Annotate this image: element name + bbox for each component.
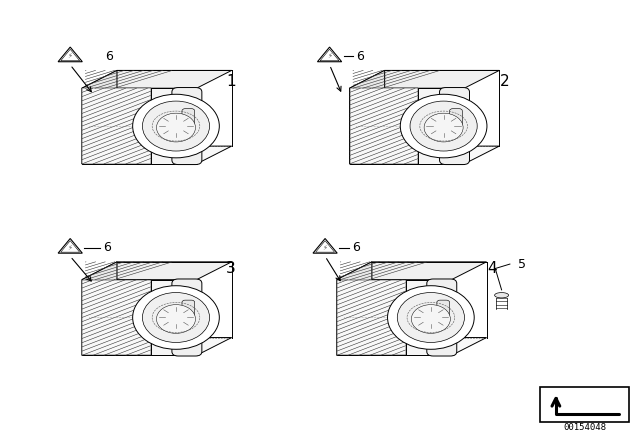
Ellipse shape (406, 295, 414, 306)
Ellipse shape (161, 101, 168, 109)
Text: 6: 6 (356, 50, 364, 63)
Polygon shape (82, 88, 196, 164)
Polygon shape (337, 280, 452, 355)
FancyBboxPatch shape (427, 279, 457, 356)
Polygon shape (82, 280, 196, 355)
Ellipse shape (143, 293, 209, 342)
Polygon shape (337, 337, 486, 355)
Polygon shape (337, 262, 372, 355)
Text: ⚡: ⚡ (323, 245, 328, 251)
Text: 1: 1 (226, 74, 236, 89)
Polygon shape (349, 70, 499, 88)
Ellipse shape (132, 94, 220, 158)
Polygon shape (151, 88, 196, 164)
FancyBboxPatch shape (440, 87, 470, 164)
Polygon shape (82, 262, 232, 280)
Polygon shape (82, 337, 232, 355)
Text: ⚡: ⚡ (68, 245, 73, 251)
Ellipse shape (424, 113, 463, 142)
Text: 3: 3 (226, 261, 236, 276)
Polygon shape (151, 280, 196, 355)
Text: 6: 6 (103, 241, 111, 254)
Ellipse shape (132, 286, 220, 349)
Ellipse shape (157, 305, 195, 333)
Polygon shape (349, 88, 464, 164)
Ellipse shape (151, 295, 159, 306)
FancyBboxPatch shape (172, 279, 202, 356)
Ellipse shape (419, 104, 427, 115)
Polygon shape (337, 262, 486, 280)
Polygon shape (82, 70, 117, 164)
FancyBboxPatch shape (437, 300, 449, 320)
Ellipse shape (388, 286, 474, 349)
Polygon shape (82, 280, 151, 355)
Polygon shape (349, 146, 499, 164)
Text: 4: 4 (487, 261, 497, 276)
Text: 6: 6 (105, 50, 113, 63)
Ellipse shape (151, 104, 159, 115)
Polygon shape (82, 88, 151, 164)
Text: 5: 5 (518, 258, 525, 271)
Polygon shape (337, 280, 406, 355)
Ellipse shape (157, 113, 195, 142)
Polygon shape (419, 88, 464, 164)
FancyBboxPatch shape (182, 109, 195, 128)
Polygon shape (349, 70, 385, 164)
Bar (540, 387, 629, 422)
Text: ⚡: ⚡ (68, 53, 73, 59)
Ellipse shape (416, 292, 422, 301)
Ellipse shape (410, 101, 477, 151)
FancyBboxPatch shape (182, 300, 195, 320)
Polygon shape (82, 70, 232, 88)
FancyBboxPatch shape (450, 109, 462, 128)
Polygon shape (317, 47, 342, 62)
FancyBboxPatch shape (172, 87, 202, 164)
Ellipse shape (397, 293, 465, 342)
Ellipse shape (400, 94, 487, 158)
Text: 00154048: 00154048 (563, 423, 606, 432)
Text: 6: 6 (352, 241, 360, 254)
Polygon shape (58, 238, 83, 253)
Polygon shape (82, 262, 117, 355)
Polygon shape (313, 238, 337, 253)
Ellipse shape (161, 292, 168, 301)
Ellipse shape (412, 305, 451, 333)
Text: 2: 2 (500, 74, 509, 89)
Text: ⚡: ⚡ (327, 53, 332, 59)
Ellipse shape (429, 101, 435, 109)
Polygon shape (406, 280, 452, 355)
Polygon shape (58, 47, 83, 62)
Ellipse shape (495, 293, 509, 298)
Polygon shape (82, 146, 232, 164)
Ellipse shape (143, 101, 209, 151)
Polygon shape (349, 88, 419, 164)
